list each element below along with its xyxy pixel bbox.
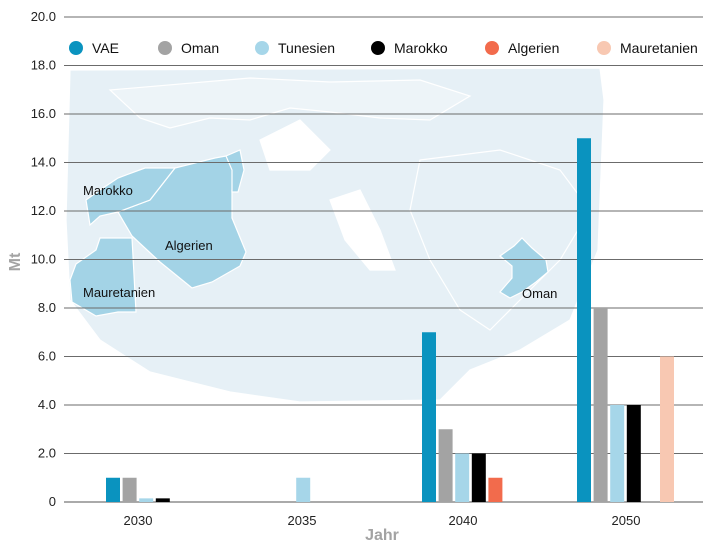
legend-marker-algerien [485,41,499,55]
bar-marokko-2030 [155,498,170,502]
y-tick-label: 14.0 [31,155,56,170]
map-label-oman: Oman [522,286,557,301]
bar-vae-2050 [577,138,591,502]
map-label-algeria: Algerien [165,238,213,253]
bar-tunesien-2030 [139,498,154,502]
legend-marker-tunesien [255,41,269,55]
y-tick-label: 6.0 [38,349,56,364]
bar-tunesien-2050 [610,405,625,502]
x-tick-label: 2040 [449,513,478,528]
y-tick-label: 16.0 [31,106,56,121]
background-map [65,67,605,403]
bar-vae-2040 [422,332,436,502]
bar-marokko-2040 [471,453,486,502]
legend-label-algerien: Algerien [508,40,559,56]
x-axis: 2030 2035 2040 2050 [124,513,641,528]
x-tick-label: 2035 [288,513,317,528]
bar-algerien-2040 [488,477,503,502]
bar-oman-2050 [593,308,608,502]
map-label-mauritania: Mauretanien [83,285,155,300]
map-oman [499,237,549,299]
legend-label-marokko: Marokko [394,40,448,56]
legend-marker-oman [158,41,172,55]
legend-marker-mauretanien [597,41,611,55]
bar-marokko-2050 [626,405,641,502]
gridlines [64,16,703,503]
x-tick-label: 2030 [124,513,153,528]
map-mauritania [69,237,137,317]
legend-marker-marokko [371,41,385,55]
legend-label-oman: Oman [181,40,219,56]
legend-label-mauretanien: Mauretanien [620,40,698,56]
y-axis: 0 2.0 4.0 6.0 8.0 10.0 12.0 14.0 16.0 18.0 20.0 [31,9,56,509]
legend-marker-vae [69,41,83,55]
map-label-morocco: Marokko [83,183,133,198]
bar-tunesien-2040 [455,453,470,502]
y-axis-title: Mt [7,252,24,271]
map-tunisia [225,149,245,193]
x-tick-label: 2050 [612,513,641,528]
bar-mauretanien-2050 [660,356,674,502]
bars [106,138,674,502]
legend: VAE Oman Tunesien Marokko Algerien Mauretanie… [69,40,698,56]
bar-vae-2030 [106,477,120,502]
legend-label-vae: VAE [92,40,119,56]
map-algeria [117,155,247,289]
y-tick-label: 18.0 [31,58,56,73]
bar-oman-2040 [438,429,453,502]
y-tick-label: 12.0 [31,203,56,218]
map-labels: Marokko Algerien Mauretanien Oman [83,183,557,301]
y-tick-label: 4.0 [38,397,56,412]
y-tick-label: 2.0 [38,446,56,461]
legend-label-tunesien: Tunesien [278,40,335,56]
y-tick-label: 20.0 [31,9,56,24]
y-tick-label: 10.0 [31,252,56,267]
bar-oman-2030 [122,477,137,502]
bar-tunesien-2035 [296,477,311,502]
y-tick-label: 0 [49,494,56,509]
y-tick-label: 8.0 [38,300,56,315]
x-axis-title: Jahr [365,527,399,544]
